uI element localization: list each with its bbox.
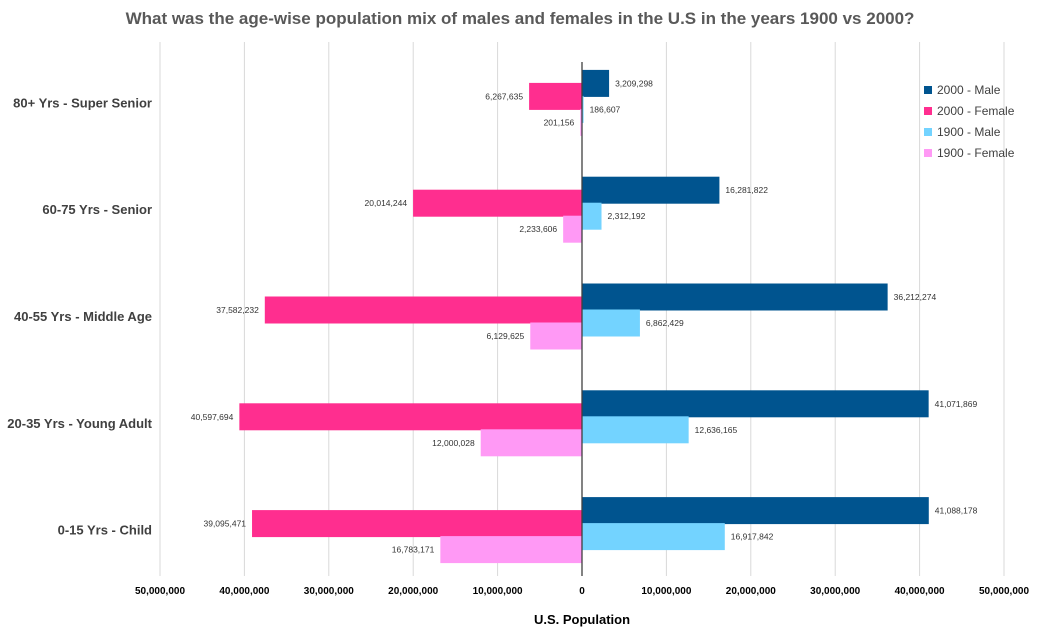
bars — [239, 69, 929, 564]
bar — [582, 176, 720, 204]
category-label: 40-55 Yrs - Middle Age — [14, 309, 152, 324]
x-tick-label: 20,000,000 — [726, 586, 776, 597]
bar — [440, 536, 582, 564]
data-label: 186,607 — [590, 104, 621, 114]
x-tick-label: 10,000,000 — [641, 586, 691, 597]
x-tick-label: 40,000,000 — [219, 586, 269, 597]
bar — [582, 497, 929, 525]
data-label: 201,156 — [544, 117, 575, 127]
bar — [582, 69, 610, 97]
x-tick-label: 10,000,000 — [473, 586, 523, 597]
x-axis-ticks: 50,000,000 40,000,000 30,000,000 20,000,000… — [135, 586, 1029, 597]
data-label: 12,636,165 — [695, 425, 738, 435]
data-label: 16,917,842 — [731, 532, 774, 542]
data-label: 16,783,171 — [392, 545, 435, 555]
x-axis-title: U.S. Population — [534, 612, 630, 627]
x-tick-label: 50,000,000 — [135, 586, 185, 597]
data-label: 2,312,192 — [608, 211, 646, 221]
data-label: 40,597,694 — [191, 412, 234, 422]
data-label: 39,095,471 — [203, 519, 246, 529]
bar — [582, 202, 602, 230]
x-tick-label: 30,000,000 — [810, 586, 860, 597]
legend-entry: 2000 - Female — [937, 104, 1015, 118]
bar — [582, 523, 725, 551]
category-label: 80+ Yrs - Super Senior — [13, 95, 152, 110]
x-tick-label: 50,000,000 — [979, 586, 1029, 597]
data-label: 12,000,028 — [432, 438, 475, 448]
bar — [582, 309, 640, 337]
x-tick-label: 30,000,000 — [304, 586, 354, 597]
legend: 2000 - Male 2000 - Female 1900 - Male 1900 … — [924, 83, 1015, 160]
data-label: 20,014,244 — [365, 198, 408, 208]
legend-swatch — [924, 149, 932, 157]
legend-swatch — [924, 86, 932, 94]
data-label: 41,071,869 — [935, 399, 978, 409]
bar — [413, 189, 582, 217]
data-labels: 3,209,298 6,267,635 186,607 201,156 16,281,8… — [191, 78, 978, 554]
data-label: 41,088,178 — [935, 506, 978, 516]
bar — [530, 322, 582, 350]
bar — [239, 403, 582, 431]
x-tick-label: 20,000,000 — [388, 586, 438, 597]
legend-swatch — [924, 107, 932, 115]
bar — [480, 429, 582, 457]
category-labels: 80+ Yrs - Super Senior 60-75 Yrs - Senior… — [7, 95, 152, 537]
category-label: 60-75 Yrs - Senior — [42, 202, 152, 217]
data-label: 6,862,429 — [646, 318, 684, 328]
legend-entry: 2000 - Male — [937, 83, 1001, 97]
data-label: 37,582,232 — [216, 305, 259, 315]
category-label: 0-15 Yrs - Child — [58, 523, 152, 538]
legend-entry: 1900 - Male — [937, 125, 1001, 139]
bar — [582, 95, 584, 123]
bar — [582, 390, 929, 418]
data-label: 16,281,822 — [725, 185, 768, 195]
legend-swatch — [924, 128, 932, 136]
data-label: 6,129,625 — [486, 331, 524, 341]
data-label: 3,209,298 — [615, 78, 653, 88]
chart-title: What was the age-wise population mix of … — [126, 9, 915, 28]
bar — [264, 296, 582, 324]
bar — [580, 108, 582, 136]
data-label: 6,267,635 — [485, 91, 523, 101]
bar — [252, 510, 582, 538]
bar — [582, 416, 689, 444]
category-label: 20-35 Yrs - Young Adult — [7, 416, 152, 431]
bar — [582, 283, 888, 311]
legend-entry: 1900 - Female — [937, 146, 1015, 160]
data-label: 2,233,606 — [519, 224, 557, 234]
bar — [529, 82, 582, 110]
x-tick-label: 0 — [579, 586, 585, 597]
bar — [563, 215, 582, 243]
x-tick-label: 40,000,000 — [895, 586, 945, 597]
data-label: 36,212,274 — [894, 292, 937, 302]
